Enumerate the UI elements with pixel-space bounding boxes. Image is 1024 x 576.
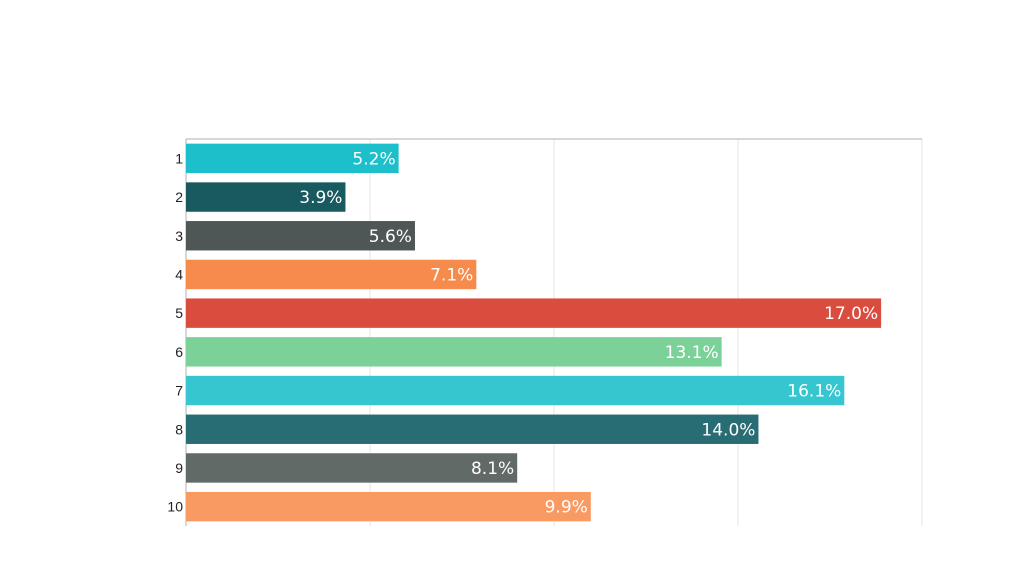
category-label-8: 8 bbox=[175, 421, 183, 437]
bar-3 bbox=[186, 221, 415, 251]
bar-2 bbox=[186, 182, 346, 212]
bar-10 bbox=[186, 491, 591, 522]
data-label-7: 16.1% bbox=[787, 382, 841, 402]
data-label-4: 7.1% bbox=[430, 265, 473, 285]
bar-6 bbox=[186, 337, 722, 367]
data-label-10: 9.9% bbox=[545, 498, 588, 518]
data-label-1: 5.2% bbox=[352, 149, 395, 169]
labels: 1 5.2% 2 3.9% 3 5.6% 4 7.1% 5 17.0% 6 13.1% 7 16.1% 8 1… bbox=[167, 149, 878, 517]
category-label-9: 9 bbox=[175, 460, 183, 476]
category-label-2: 2 bbox=[175, 189, 183, 205]
data-label-8: 14.0% bbox=[701, 420, 755, 440]
bar-1 bbox=[186, 143, 399, 174]
bar-8 bbox=[186, 414, 759, 444]
category-label-1: 1 bbox=[175, 150, 183, 166]
gridlines bbox=[185, 138, 923, 526]
category-label-10: 10 bbox=[167, 499, 183, 515]
data-label-3: 5.6% bbox=[369, 227, 412, 247]
category-label-7: 7 bbox=[175, 383, 183, 399]
bar-5 bbox=[186, 298, 882, 328]
bar-4 bbox=[186, 259, 477, 290]
bar-9 bbox=[186, 453, 518, 483]
data-label-5: 17.0% bbox=[824, 304, 878, 324]
category-label-4: 4 bbox=[175, 266, 183, 282]
category-label-3: 3 bbox=[175, 228, 183, 244]
data-label-6: 13.1% bbox=[665, 343, 719, 363]
category-label-6: 6 bbox=[175, 344, 183, 360]
bars bbox=[186, 143, 882, 522]
category-label-5: 5 bbox=[175, 305, 183, 321]
bar-7 bbox=[186, 375, 845, 406]
data-label-9: 8.1% bbox=[471, 459, 514, 479]
data-label-2: 3.9% bbox=[299, 188, 342, 208]
